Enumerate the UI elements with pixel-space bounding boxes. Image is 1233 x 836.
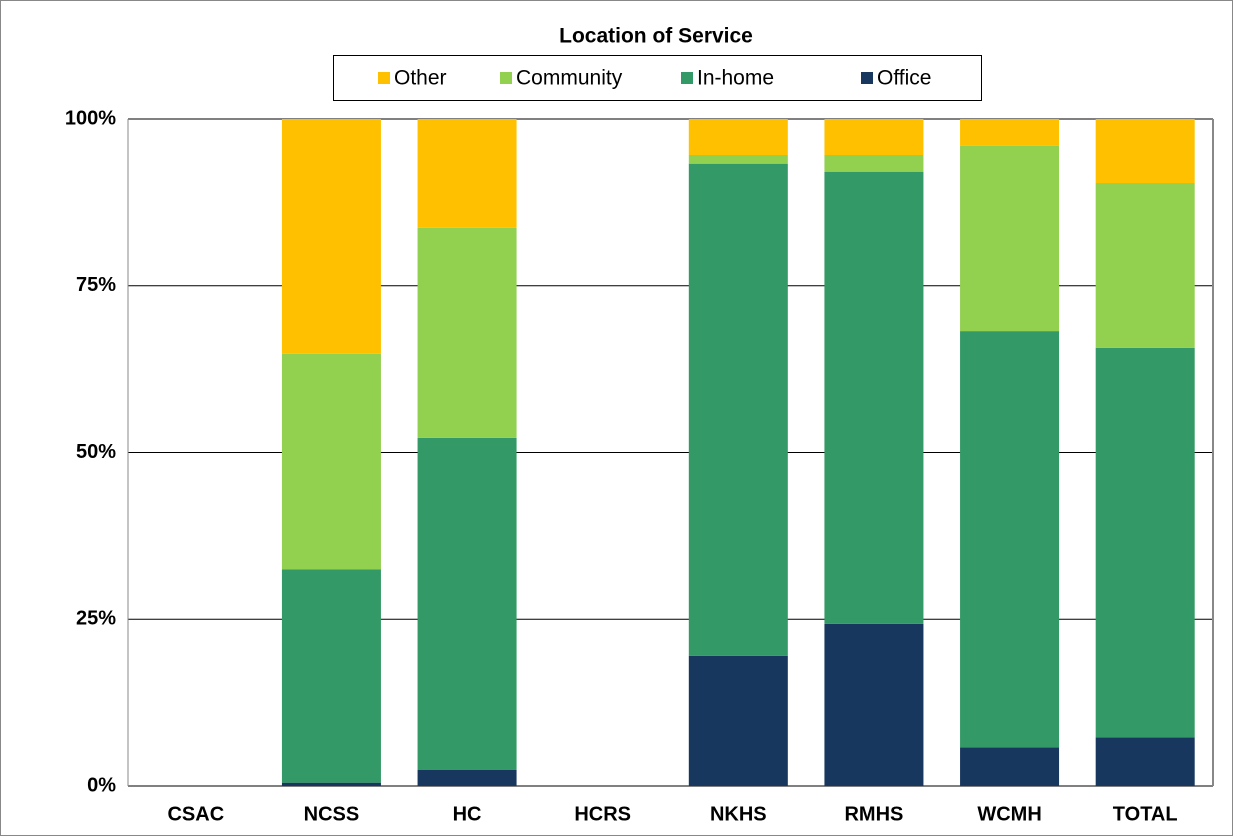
- legend-label: Other: [394, 67, 447, 90]
- legend-swatch: [500, 72, 512, 84]
- bar-segment: [688, 163, 788, 656]
- chart-title: Location of Service: [559, 25, 753, 48]
- legend-label: Community: [516, 67, 623, 90]
- legend-swatch: [681, 72, 693, 84]
- x-tick-label: TOTAL: [1113, 803, 1178, 825]
- x-tick-label: CSAC: [167, 803, 224, 825]
- x-tick-label: HC: [453, 803, 482, 825]
- legend-swatch: [861, 72, 873, 84]
- bar-segment: [824, 623, 924, 786]
- y-tick-label: 50%: [76, 441, 116, 463]
- bar-segment: [688, 155, 788, 164]
- y-tick-label: 100%: [65, 107, 116, 129]
- bar-segment: [1095, 183, 1195, 348]
- bar-segment: [824, 119, 924, 156]
- bar-segment: [281, 782, 381, 786]
- y-tick-label: 0%: [87, 774, 116, 796]
- x-tick-label: WCMH: [977, 803, 1041, 825]
- legend-label: In-home: [697, 67, 774, 90]
- x-tick-label: NCSS: [304, 803, 360, 825]
- bar-segment: [417, 119, 517, 228]
- bar-segment: [281, 353, 381, 570]
- bar-segment: [417, 769, 517, 786]
- bar-segment: [960, 145, 1060, 332]
- bar-segment: [417, 437, 517, 770]
- bar-segment: [281, 119, 381, 354]
- bar-segment: [281, 569, 381, 783]
- x-tick-label: RMHS: [844, 803, 903, 825]
- bar-segment: [1095, 347, 1195, 738]
- x-tick-label: NKHS: [710, 803, 767, 825]
- bar-segment: [688, 119, 788, 156]
- legend-swatch: [378, 72, 390, 84]
- legend-label: Office: [877, 67, 931, 90]
- y-tick-label: 75%: [76, 274, 116, 296]
- y-tick-label: 25%: [76, 608, 116, 630]
- bar-segment: [960, 747, 1060, 786]
- bar-segment: [1095, 119, 1195, 184]
- x-tick-label: HCRS: [574, 803, 631, 825]
- bar-segment: [824, 171, 924, 624]
- bar-segment: [824, 155, 924, 172]
- bar-segment: [688, 655, 788, 786]
- bar-segment: [960, 331, 1060, 748]
- bar-segment: [960, 119, 1060, 146]
- legend-box: [333, 55, 982, 101]
- bar-segment: [417, 227, 517, 438]
- bar-segment: [1095, 737, 1195, 786]
